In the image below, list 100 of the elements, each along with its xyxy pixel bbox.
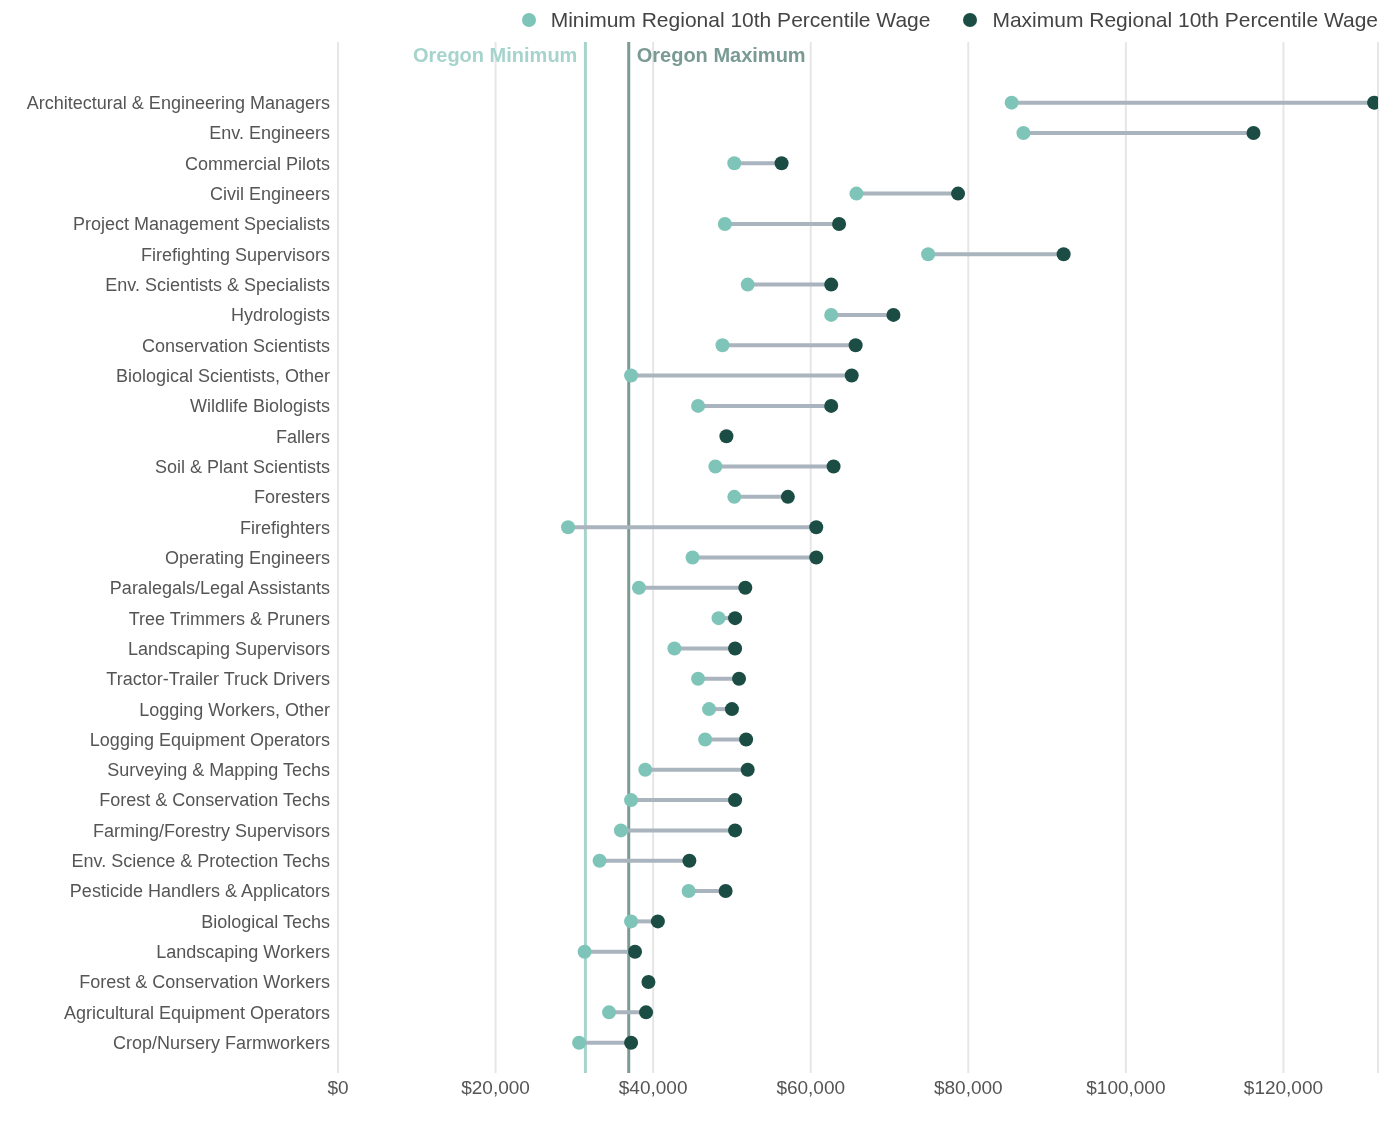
y-tick-label: Operating Engineers bbox=[164, 547, 330, 568]
point bbox=[1056, 247, 1071, 262]
point bbox=[886, 307, 901, 322]
point bbox=[708, 459, 723, 474]
point bbox=[691, 398, 706, 413]
point bbox=[844, 368, 859, 383]
x-tick-label: $0 bbox=[327, 1077, 349, 1099]
point bbox=[685, 550, 700, 565]
point bbox=[824, 398, 839, 413]
y-tick-label: Paralegals/Legal Assistants bbox=[109, 578, 330, 599]
point bbox=[727, 489, 742, 504]
y-tick-label: Firefighting Supervisors bbox=[140, 244, 330, 265]
point bbox=[561, 520, 576, 535]
y-tick-label: Firefighters bbox=[239, 517, 330, 538]
y-tick-label: Soil & Plant Scientists bbox=[154, 456, 330, 477]
y-tick-label: Wildlife Biologists bbox=[189, 396, 330, 417]
y-tick-label: Hydrologists bbox=[230, 305, 330, 326]
point bbox=[698, 732, 713, 747]
point bbox=[624, 1035, 639, 1050]
y-tick-label: Civil Engineers bbox=[209, 184, 330, 205]
y-tick-label: Commercial Pilots bbox=[184, 153, 330, 174]
y-tick-label: Surveying & Mapping Techs bbox=[107, 760, 330, 781]
point bbox=[641, 975, 656, 990]
y-tick-label: Logging Equipment Operators bbox=[89, 729, 330, 750]
point bbox=[613, 823, 628, 838]
point bbox=[848, 338, 863, 353]
y-tick-label: Architectural & Engineering Managers bbox=[26, 93, 330, 114]
y-tick-label: Env. Engineers bbox=[209, 123, 330, 144]
point bbox=[826, 459, 841, 474]
point bbox=[740, 762, 755, 777]
point bbox=[728, 641, 743, 656]
point bbox=[951, 186, 966, 201]
point bbox=[717, 216, 732, 231]
y-tick-label: Fallers bbox=[275, 426, 330, 447]
x-tick-label: $40,000 bbox=[618, 1077, 688, 1099]
ref-line-label: Oregon Minimum bbox=[412, 44, 578, 66]
point bbox=[592, 853, 607, 868]
y-tick-label: Landscaping Supervisors bbox=[127, 638, 330, 659]
point bbox=[715, 338, 730, 353]
point bbox=[719, 429, 734, 444]
point bbox=[650, 914, 665, 929]
y-tick-label: Env. Science & Protection Techs bbox=[71, 851, 330, 872]
point bbox=[681, 884, 696, 899]
y-tick-label: Biological Scientists, Other bbox=[115, 365, 330, 386]
y-tick-label: Forest & Conservation Workers bbox=[79, 972, 330, 993]
point bbox=[740, 277, 755, 292]
x-tick-label: $120,000 bbox=[1243, 1077, 1324, 1099]
point bbox=[682, 853, 697, 868]
point bbox=[824, 307, 839, 322]
point bbox=[577, 944, 592, 959]
point bbox=[824, 277, 839, 292]
legend-label: Maximum Regional 10th Percentile Wage bbox=[991, 8, 1378, 32]
point bbox=[728, 823, 743, 838]
point bbox=[832, 216, 847, 231]
point bbox=[1016, 125, 1031, 140]
y-tick-label: Pesticide Handlers & Applicators bbox=[69, 881, 330, 902]
point bbox=[809, 550, 824, 565]
y-tick-label: Crop/Nursery Farmworkers bbox=[112, 1033, 330, 1054]
point bbox=[711, 611, 726, 626]
y-tick-label: Logging Workers, Other bbox=[139, 699, 330, 720]
point bbox=[849, 186, 864, 201]
point bbox=[639, 1005, 654, 1020]
y-tick-label: Foresters bbox=[253, 487, 330, 508]
point bbox=[624, 793, 639, 808]
y-tick-label: Project Management Specialists bbox=[72, 214, 330, 235]
point bbox=[1246, 125, 1261, 140]
y-tick-label: Forest & Conservation Techs bbox=[99, 790, 330, 811]
y-tick-label: Conservation Scientists bbox=[141, 335, 330, 356]
point bbox=[691, 671, 706, 686]
point bbox=[727, 156, 742, 171]
legend-label: Minimum Regional 10th Percentile Wage bbox=[549, 8, 931, 32]
point bbox=[624, 914, 639, 929]
point bbox=[809, 520, 824, 535]
y-tick-label: Tree Trimmers & Pruners bbox=[128, 608, 330, 629]
x-tick-label: $60,000 bbox=[776, 1077, 846, 1099]
point bbox=[667, 641, 682, 656]
point bbox=[718, 884, 733, 899]
point bbox=[724, 702, 739, 717]
x-tick-label: $80,000 bbox=[933, 1077, 1003, 1099]
point bbox=[602, 1005, 617, 1020]
y-tick-label: Landscaping Workers bbox=[156, 942, 330, 963]
point bbox=[739, 732, 754, 747]
point bbox=[728, 611, 743, 626]
y-tick-label: Farming/Forestry Supervisors bbox=[92, 820, 330, 841]
point bbox=[624, 368, 639, 383]
point bbox=[628, 944, 643, 959]
y-tick-label: Biological Techs bbox=[201, 911, 330, 932]
point bbox=[572, 1035, 587, 1050]
x-tick-label: $100,000 bbox=[1086, 1077, 1166, 1099]
point bbox=[774, 156, 789, 171]
point bbox=[702, 702, 717, 717]
ref-line-label: Oregon Maximum bbox=[636, 44, 806, 66]
point bbox=[631, 580, 646, 595]
y-tick-label: Agricultural Equipment Operators bbox=[63, 1002, 330, 1023]
x-tick-label: $20,000 bbox=[461, 1077, 530, 1099]
point bbox=[1004, 95, 1019, 110]
point bbox=[728, 793, 743, 808]
point bbox=[738, 580, 753, 595]
y-tick-label: Tractor-Trailer Truck Drivers bbox=[106, 669, 330, 690]
point bbox=[921, 247, 936, 262]
